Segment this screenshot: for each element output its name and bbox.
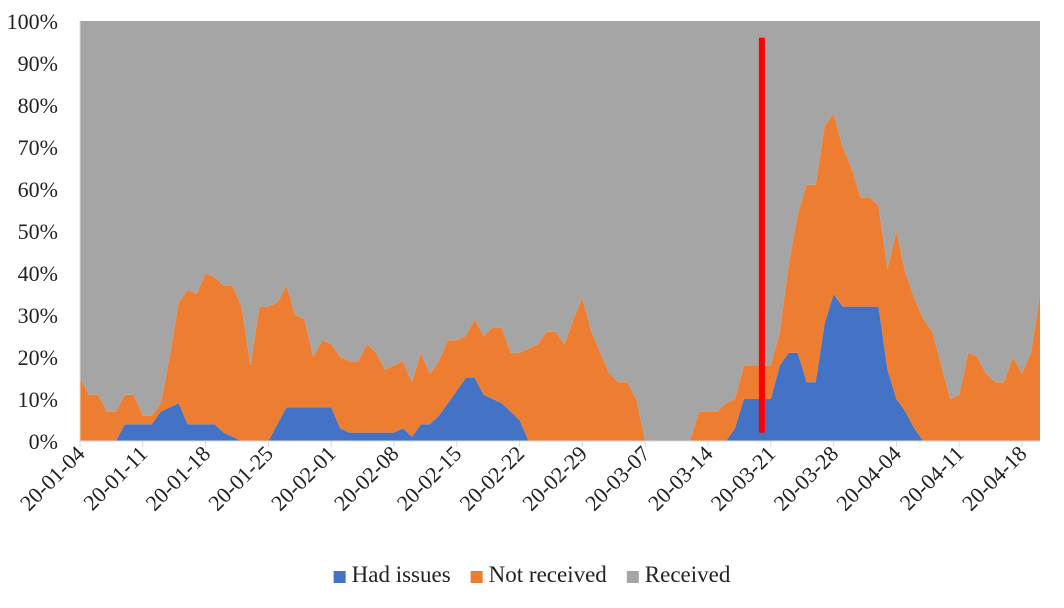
legend-label-not-received: Not received: [489, 562, 608, 587]
series-area-had-issues: [80, 294, 1040, 441]
plot-area: [80, 21, 1040, 442]
y-tick-label: 0%: [29, 429, 58, 454]
x-tick-label: 20-02-08: [329, 441, 404, 516]
y-tick-label: 70%: [18, 135, 58, 160]
x-tick-label: 20-03-07: [580, 441, 655, 516]
y-tick-label: 10%: [18, 387, 58, 412]
x-axis-ticks: 20-01-0420-01-1120-01-1820-01-2520-02-01…: [15, 441, 1032, 516]
y-tick-label: 60%: [18, 177, 58, 202]
x-tick-label: 20-03-14: [643, 441, 718, 516]
x-tick-label: 20-03-21: [706, 441, 781, 516]
x-tick-label: 20-02-01: [266, 441, 341, 516]
y-tick-label: 80%: [18, 93, 58, 118]
x-tick-label: 20-01-11: [78, 441, 152, 515]
x-tick-label: 20-04-18: [957, 441, 1032, 516]
series-area-received: [80, 21, 1040, 441]
legend-swatch-had-issues: [333, 571, 346, 583]
y-tick-label: 30%: [18, 303, 58, 328]
axes: [79, 21, 1040, 442]
legend-swatch-not-received: [470, 571, 483, 583]
x-tick-label: 20-01-18: [140, 441, 215, 516]
x-tick-label: 20-02-29: [517, 441, 592, 516]
x-tick-label: 20-04-11: [895, 441, 969, 515]
y-tick-label: 100%: [7, 9, 58, 34]
y-axis-ticks: 0% 10% 20% 30% 40% 50% 60% 70% 80% 90% 100%: [7, 9, 58, 454]
x-tick-label: 20-02-15: [392, 441, 467, 516]
legend: Had issues Not received Received: [333, 562, 731, 587]
y-tick-label: 20%: [18, 345, 58, 370]
legend-label-had-issues: Had issues: [352, 562, 451, 587]
x-tick-label: 20-04-04: [831, 441, 906, 516]
series-area-not-received: [80, 113, 1040, 442]
y-tick-label: 50%: [18, 219, 58, 244]
x-tick-label: 20-03-28: [768, 441, 843, 516]
x-tick-label: 20-01-25: [203, 441, 278, 516]
x-tick-label: 20-02-22: [454, 441, 529, 516]
legend-swatch-received: [626, 571, 639, 583]
y-tick-label: 90%: [18, 51, 58, 76]
legend-label-received: Received: [645, 562, 731, 587]
y-tick-label: 40%: [18, 261, 58, 286]
